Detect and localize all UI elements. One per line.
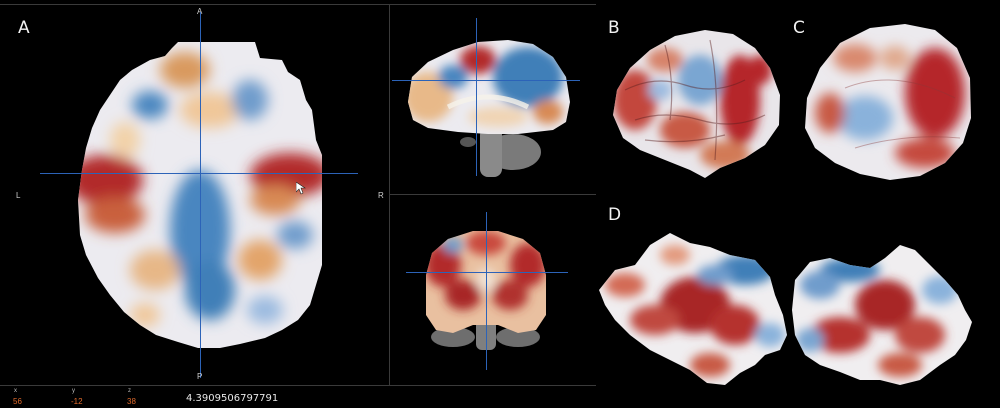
coord-y-label: y: [72, 388, 75, 394]
viewer-divider-bottom: [0, 385, 596, 386]
brain-render-inflated: [805, 24, 971, 180]
coronal-crosshair-horizontal: [406, 272, 568, 273]
sagittal-crosshair-vertical: [476, 18, 477, 176]
coord-x-label: x: [14, 388, 17, 394]
orientation-right: R: [378, 191, 384, 200]
viewer-divider-horizontal: [390, 194, 596, 195]
sagittal-slice[interactable]: [398, 22, 578, 182]
panel-b-letter: B: [608, 18, 620, 38]
viewer-divider-vertical: [389, 4, 390, 385]
pointer-arrow-icon: [296, 182, 306, 195]
viewer-divider-top: [0, 4, 596, 5]
panel-c-letter: C: [793, 18, 805, 38]
orientation-posterior: P: [197, 372, 203, 381]
coord-y-value: -12: [71, 397, 83, 406]
axial-crosshair-horizontal: [40, 173, 358, 174]
orientation-anterior: A: [197, 7, 203, 16]
voxel-value-readout: 4.3909506797791: [186, 393, 279, 404]
orientation-left: L: [16, 191, 21, 200]
panel-d-letter: D: [608, 205, 622, 225]
coronal-crosshair-vertical: [486, 212, 487, 370]
flatmap-left-hemisphere: [599, 233, 787, 385]
coord-z-value: 38: [127, 397, 136, 406]
brain-render-lateral: [613, 30, 780, 178]
coord-z-label: z: [128, 388, 131, 394]
coord-x-value: 56: [13, 397, 22, 406]
sagittal-anatomy: [460, 127, 541, 177]
sagittal-crosshair-horizontal: [392, 80, 580, 81]
axial-crosshair-vertical: [200, 12, 201, 378]
flatmap-right-hemisphere: [792, 245, 972, 385]
panel-a-letter: A: [18, 18, 30, 38]
